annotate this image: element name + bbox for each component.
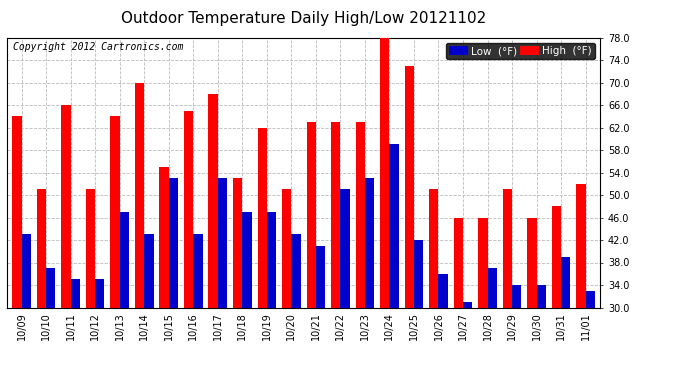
Bar (306, 122, 316, 308)
Text: Outdoor Temperature Daily High/Low 20121102: Outdoor Temperature Daily High/Low 20121… (121, 11, 486, 26)
Bar (233, 178, 242, 308)
Bar (61, 105, 70, 308)
Bar (70, 279, 80, 308)
Bar (355, 122, 365, 308)
Bar (144, 234, 154, 308)
Bar (438, 274, 448, 308)
Bar (267, 212, 276, 308)
Bar (282, 189, 291, 308)
Bar (21, 234, 31, 308)
Text: Copyright 2012 Cartronics.com: Copyright 2012 Cartronics.com (13, 42, 184, 51)
Bar (291, 234, 301, 308)
Bar (561, 257, 571, 307)
Bar (95, 279, 104, 308)
Bar (429, 189, 438, 308)
Bar (110, 116, 119, 308)
Bar (184, 111, 193, 308)
Bar (586, 291, 595, 308)
Bar (316, 246, 325, 308)
Bar (135, 82, 144, 308)
Bar (478, 217, 488, 308)
Bar (414, 240, 423, 308)
Bar (46, 268, 55, 308)
Bar (512, 285, 522, 308)
Bar (488, 268, 497, 308)
Bar (169, 178, 178, 308)
Bar (340, 189, 350, 308)
Bar (119, 212, 129, 308)
Bar (463, 302, 472, 307)
Bar (576, 184, 586, 308)
Bar (257, 128, 267, 308)
Bar (537, 285, 546, 308)
Bar (242, 212, 252, 308)
Bar (218, 178, 227, 308)
Bar (380, 32, 389, 308)
Bar (503, 189, 512, 308)
Bar (193, 234, 203, 308)
Legend: Low  (°F), High  (°F): Low (°F), High (°F) (446, 43, 595, 59)
Bar (527, 217, 537, 308)
Bar (404, 66, 414, 308)
Bar (365, 178, 374, 308)
Bar (389, 144, 399, 308)
Bar (331, 122, 340, 308)
Bar (86, 189, 95, 308)
Bar (552, 206, 561, 308)
Bar (208, 94, 218, 308)
Bar (37, 189, 46, 308)
Bar (12, 116, 21, 308)
Bar (453, 217, 463, 308)
Bar (159, 167, 169, 308)
